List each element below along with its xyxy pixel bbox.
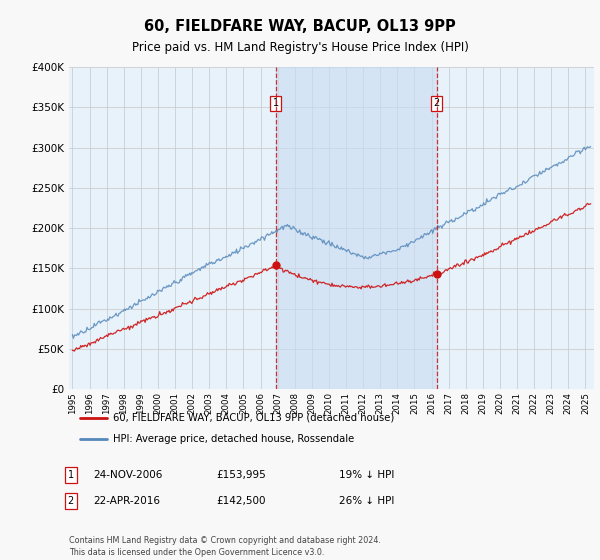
Text: £142,500: £142,500	[216, 496, 265, 506]
Text: Price paid vs. HM Land Registry's House Price Index (HPI): Price paid vs. HM Land Registry's House …	[131, 40, 469, 54]
Text: 26% ↓ HPI: 26% ↓ HPI	[339, 496, 394, 506]
Text: 24-NOV-2006: 24-NOV-2006	[93, 470, 163, 480]
Text: HPI: Average price, detached house, Rossendale: HPI: Average price, detached house, Ross…	[113, 435, 355, 444]
Text: 1: 1	[68, 470, 74, 480]
Text: 60, FIELDFARE WAY, BACUP, OL13 9PP (detached house): 60, FIELDFARE WAY, BACUP, OL13 9PP (deta…	[113, 413, 394, 423]
Text: Contains HM Land Registry data © Crown copyright and database right 2024.
This d: Contains HM Land Registry data © Crown c…	[69, 536, 381, 557]
Text: 19% ↓ HPI: 19% ↓ HPI	[339, 470, 394, 480]
Text: £153,995: £153,995	[216, 470, 266, 480]
Text: 2: 2	[434, 99, 440, 109]
Text: 1: 1	[273, 99, 279, 109]
Text: 60, FIELDFARE WAY, BACUP, OL13 9PP: 60, FIELDFARE WAY, BACUP, OL13 9PP	[144, 20, 456, 34]
Text: 2: 2	[68, 496, 74, 506]
Bar	[276, 67, 437, 389]
Text: 22-APR-2016: 22-APR-2016	[93, 496, 160, 506]
